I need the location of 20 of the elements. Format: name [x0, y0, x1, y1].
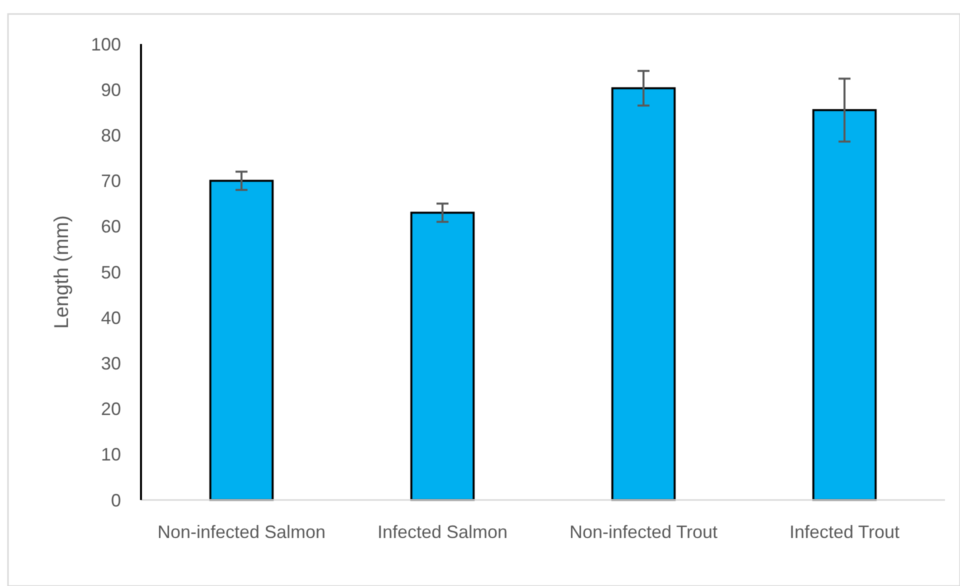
y-tick-label: 80	[100, 126, 121, 146]
y-tick-label: 50	[100, 262, 121, 282]
x-tick-label: Infected Trout	[789, 522, 900, 542]
x-tick-label: Infected Salmon	[377, 522, 508, 542]
y-tick-label: 0	[110, 490, 121, 510]
y-tick-label: 90	[100, 80, 121, 100]
y-tick-label: 30	[100, 354, 121, 374]
y-tick-label: 20	[100, 399, 121, 420]
y-tick-label: 60	[100, 216, 121, 237]
bar	[209, 180, 274, 501]
x-tick-label: Non-infected Trout	[569, 522, 718, 542]
bar	[611, 87, 676, 501]
y-tick-label: 100	[90, 34, 121, 54]
y-tick-label: 40	[100, 308, 121, 328]
bar	[812, 109, 877, 501]
y-tick-label: 10	[100, 444, 121, 465]
y-tick-label: 70	[100, 171, 121, 192]
y-axis-title: Length (mm)	[51, 215, 73, 329]
x-tick-label: Non-infected Salmon	[157, 522, 326, 542]
bar	[410, 212, 475, 501]
